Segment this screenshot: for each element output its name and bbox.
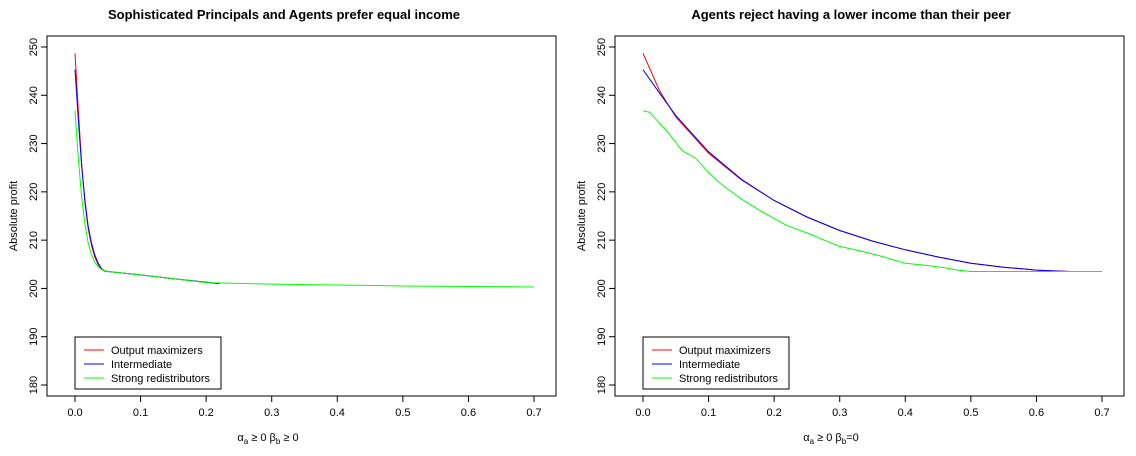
x-tick-label: 0.2	[766, 407, 781, 419]
series-line-strong-redistributors	[642, 110, 1102, 272]
y-tick-label: 230	[596, 134, 608, 152]
x-axis-label: αa ≥ 0 βb=0	[803, 432, 858, 446]
chart-left: Sophisticated Principals and Agents pref…	[8, 7, 557, 446]
legend-label: Strong redistributors	[679, 373, 779, 385]
chart-title: Agents reject having a lower income than…	[691, 7, 1010, 22]
legend-label: Output maximizers	[111, 345, 203, 357]
x-axis-label-part: =0	[846, 432, 859, 444]
x-tick-label: 0.1	[701, 407, 716, 419]
y-axis-label: Absolute profit	[576, 181, 588, 251]
x-tick-label: 0.4	[898, 407, 913, 419]
x-tick-label: 0.1	[133, 407, 148, 419]
x-tick-label: 0.6	[461, 407, 476, 419]
legend-label: Output maximizers	[679, 345, 771, 357]
y-axis-label: Absolute profit	[8, 181, 20, 251]
x-tick-label: 0.7	[1094, 407, 1109, 419]
chart-right: Agents reject having a lower income than…	[576, 7, 1125, 446]
y-tick-label: 240	[596, 86, 608, 104]
y-tick-label: 250	[28, 38, 40, 56]
x-tick-label: 0.2	[198, 407, 213, 419]
x-tick-label: 0.5	[963, 407, 978, 419]
x-axis-label-part: α	[237, 432, 244, 444]
series-line-output-maximizers	[642, 53, 1070, 272]
x-tick-label: 0.5	[395, 407, 410, 419]
x-tick-label: 0.7	[526, 407, 541, 419]
x-axis-label: αa ≥ 0 βb ≥ 0	[237, 432, 298, 446]
y-tick-label: 220	[28, 183, 40, 201]
x-axis-label-part: ≥ 0 β	[248, 432, 276, 444]
x-tick-label: 0.0	[67, 407, 82, 419]
x-axis-label-subscript: a	[244, 437, 249, 446]
legend-box	[74, 336, 222, 390]
x-tick-label: 0.4	[330, 407, 345, 419]
x-tick-label: 0.0	[635, 407, 650, 419]
x-axis-label-part: α	[803, 432, 810, 444]
legend-label: Intermediate	[679, 359, 740, 371]
y-tick-label: 190	[28, 328, 40, 346]
y-tick-label: 210	[28, 231, 40, 249]
y-tick-label: 230	[28, 134, 40, 152]
series-line-intermediate	[74, 69, 220, 285]
x-axis-label-subscript: a	[810, 437, 815, 446]
series-line-output-maximizers	[74, 53, 220, 285]
x-axis-label-subscript: b	[276, 437, 281, 446]
y-tick-label: 180	[28, 376, 40, 394]
legend-box	[642, 336, 790, 390]
series-line-intermediate	[642, 69, 1070, 272]
series-line-strong-redistributors	[74, 110, 535, 288]
y-tick-label: 190	[596, 328, 608, 346]
y-tick-label: 200	[28, 279, 40, 297]
y-tick-label: 200	[596, 279, 608, 297]
y-tick-label: 240	[28, 86, 40, 104]
y-tick-label: 220	[596, 183, 608, 201]
x-tick-label: 0.6	[1029, 407, 1044, 419]
x-tick-label: 0.3	[832, 407, 847, 419]
y-tick-label: 250	[596, 38, 608, 56]
x-axis-label-part: ≥ 0	[280, 432, 298, 444]
x-tick-label: 0.3	[264, 407, 279, 419]
x-axis-label-part: ≥ 0 β	[814, 432, 842, 444]
x-axis-label-subscript: b	[842, 437, 847, 446]
chart-title: Sophisticated Principals and Agents pref…	[108, 7, 460, 22]
legend-label: Strong redistributors	[111, 373, 211, 385]
y-tick-label: 180	[596, 376, 608, 394]
legend-label: Intermediate	[111, 359, 172, 371]
y-tick-label: 210	[596, 231, 608, 249]
